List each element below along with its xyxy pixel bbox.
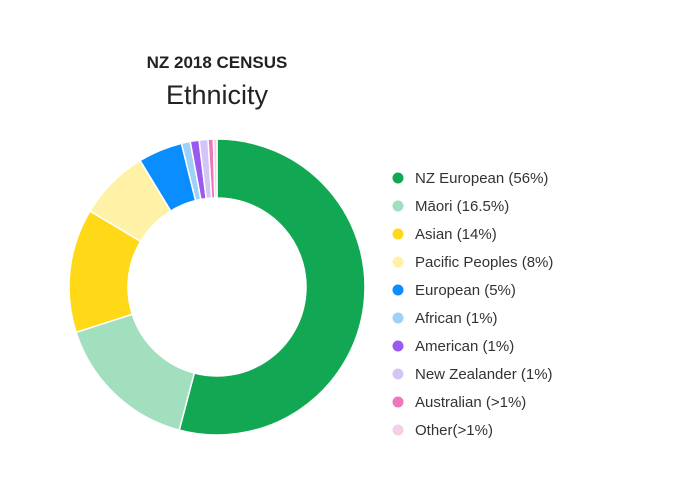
- legend-label-2: Asian (14%): [415, 226, 497, 243]
- legend-label-8: Australian (>1%): [415, 394, 526, 411]
- legend-label-1: Māori (16.5%): [415, 198, 509, 215]
- legend-label-7: New Zealander (1%): [415, 366, 553, 383]
- legend-swatch-8: [392, 396, 404, 408]
- chart-title: Ethnicity: [166, 80, 269, 110]
- legend-swatch-4: [392, 284, 404, 296]
- legend-swatch-5: [392, 312, 404, 324]
- legend-label-4: European (5%): [415, 282, 516, 299]
- legend: NZ European (56%) Māori (16.5%) Asian (14%…: [392, 170, 553, 439]
- legend-swatch-1: [392, 200, 404, 212]
- legend-swatch-9: [392, 424, 404, 436]
- legend-swatch-7: [392, 368, 404, 380]
- legend-swatch-2: [392, 228, 404, 240]
- legend-label-5: African (1%): [415, 310, 498, 327]
- donut-slice-1: [75, 313, 196, 432]
- legend-swatch-3: [392, 256, 404, 268]
- donut-slice-0: [178, 138, 366, 436]
- legend-label-3: Pacific Peoples (8%): [415, 254, 553, 271]
- donut-slice-9: [212, 138, 218, 199]
- legend-label-6: American (1%): [415, 338, 514, 355]
- legend-label-9: Other(>1%): [415, 422, 493, 439]
- legend-swatch-0: [392, 172, 404, 184]
- chart-kicker: NZ 2018 CENSUS: [147, 53, 288, 72]
- donut-slices: [68, 138, 366, 436]
- legend-label-0: NZ European (56%): [415, 170, 548, 187]
- legend-swatch-6: [392, 340, 404, 352]
